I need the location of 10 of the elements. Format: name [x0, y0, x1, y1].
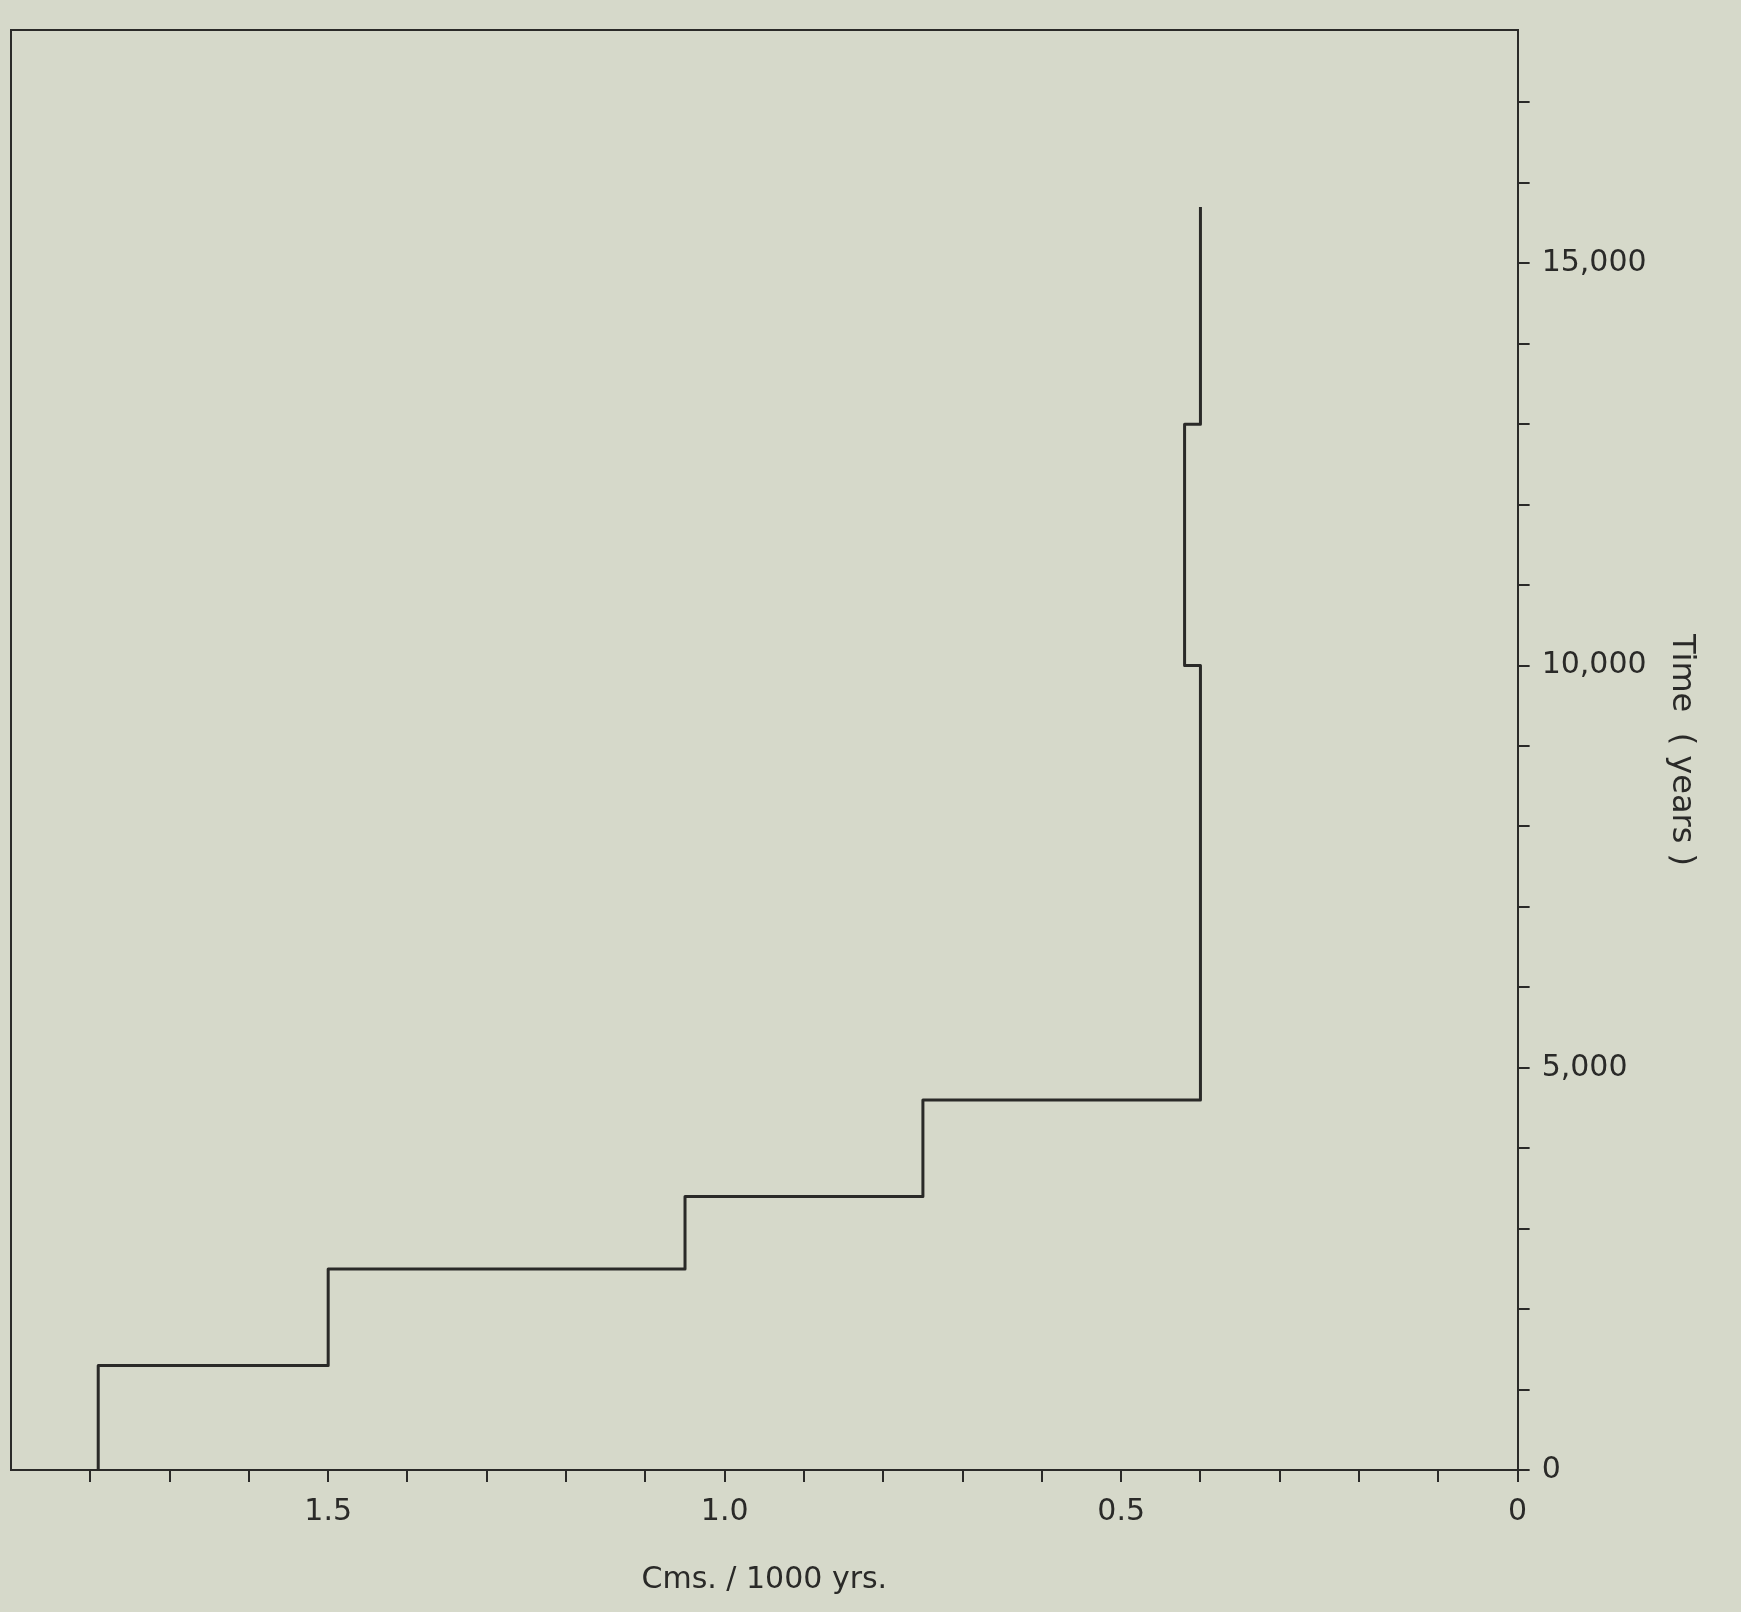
x-tick-label: 0 [1508, 1491, 1528, 1527]
x-axis-title: Cms. / 1000 yrs. [641, 1559, 888, 1595]
y-tick-label: 5,000 [1541, 1047, 1628, 1083]
y-tick-label: 0 [1541, 1449, 1561, 1485]
y-tick-label: 10,000 [1541, 645, 1647, 681]
y-axis-title: Time ( years ) [1665, 632, 1704, 867]
x-tick-label: 0.5 [1097, 1491, 1146, 1527]
x-tick-label: 1.0 [700, 1491, 749, 1527]
y-tick-label: 15,000 [1541, 243, 1647, 279]
x-tick-label: 1.5 [304, 1491, 353, 1527]
